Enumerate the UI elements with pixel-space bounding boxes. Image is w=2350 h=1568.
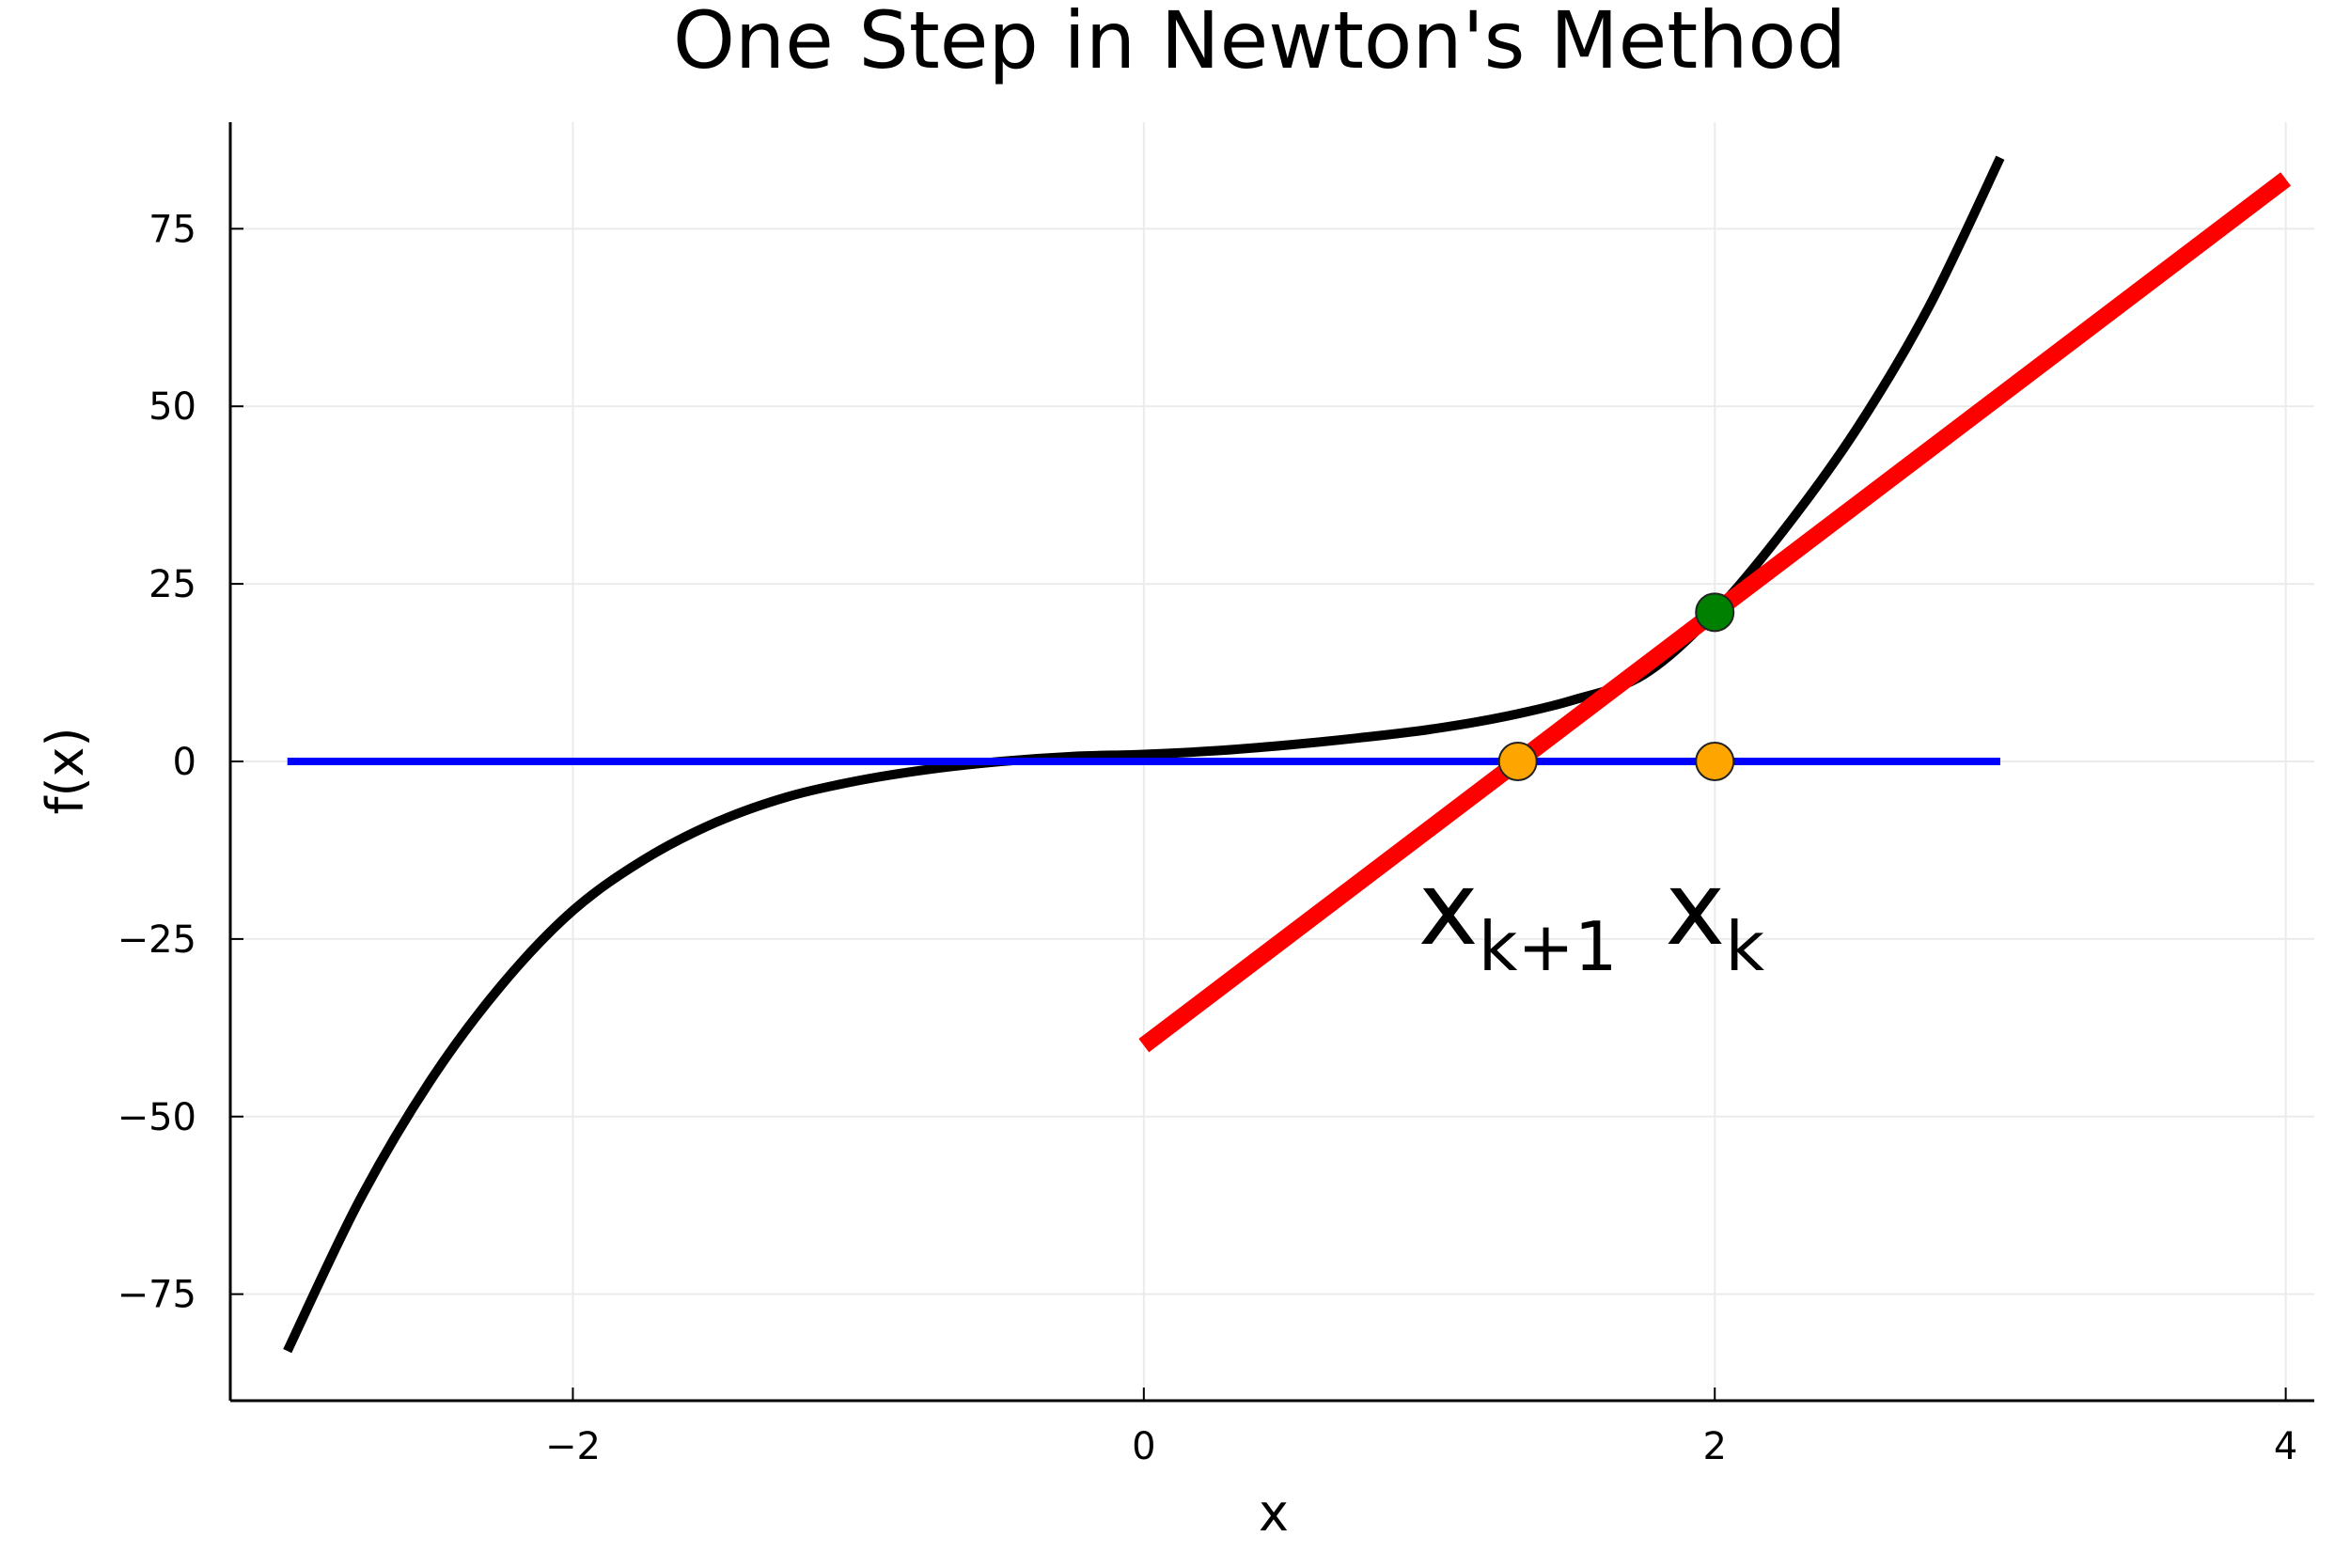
x-tick-label: 2 — [1703, 1425, 1727, 1468]
y-tick-label: −50 — [118, 1096, 196, 1139]
y-tick-label: −75 — [118, 1274, 196, 1317]
x-tick-label: 0 — [1132, 1425, 1155, 1468]
y-tick-label: −25 — [118, 918, 196, 962]
current-point-marker — [1695, 592, 1735, 633]
y-tick-label: 75 — [149, 208, 196, 251]
x-axis-label: x — [1259, 1483, 1289, 1543]
x-tick-label: 4 — [2274, 1425, 2297, 1468]
annotations: xk+1 xk — [1418, 851, 1765, 986]
series — [283, 155, 2292, 1354]
root-marker — [1497, 742, 1538, 781]
y-tick-label: 0 — [173, 741, 196, 784]
function-curve — [283, 155, 2005, 1354]
y-tick-label: 25 — [149, 563, 196, 606]
root-marker — [1695, 742, 1735, 781]
markers — [1497, 592, 1735, 781]
y-tick-label: 50 — [149, 385, 196, 429]
chart-title: One Step in Newton's Method — [673, 0, 1846, 86]
iterate-label: xk — [1665, 851, 1764, 986]
x-tick-label: −2 — [545, 1425, 601, 1468]
y-axis-label: f(x) — [36, 727, 95, 814]
tick-marks: −2 0 2 4 75 50 25 0 −25 −50 −75 — [118, 208, 2298, 1468]
iterate-label: xk+1 — [1418, 851, 1618, 986]
